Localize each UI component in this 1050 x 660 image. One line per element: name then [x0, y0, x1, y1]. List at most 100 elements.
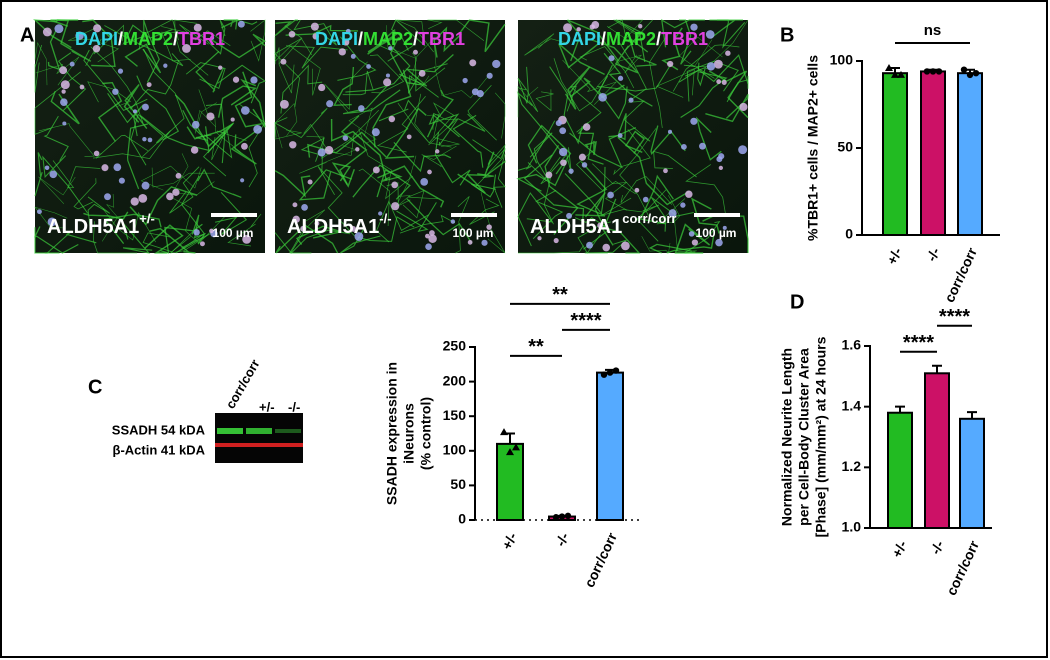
neurite	[469, 198, 500, 225]
neurite	[82, 19, 116, 68]
neurite	[639, 174, 674, 225]
nucleus	[358, 105, 365, 112]
nucleus	[79, 84, 85, 90]
neurite	[376, 169, 403, 198]
neurite	[306, 109, 380, 159]
nucleus	[280, 58, 287, 65]
nucleus	[680, 202, 686, 208]
neurite	[684, 62, 707, 87]
neurite	[656, 195, 686, 225]
error-bar	[932, 364, 942, 374]
neurite	[202, 130, 233, 177]
neurite	[194, 102, 217, 134]
nucleus	[182, 44, 191, 53]
neurite	[378, 99, 418, 122]
nucleus	[718, 165, 724, 171]
nucleus	[209, 228, 214, 234]
nucleus	[250, 76, 258, 84]
neurite	[517, 120, 556, 171]
neurite	[527, 124, 572, 175]
nucleus	[688, 231, 695, 237]
nucleus	[716, 79, 722, 85]
band-label: SSADH 54 kDA	[112, 422, 206, 437]
nucleus	[545, 171, 553, 179]
nucleus	[685, 190, 693, 198]
nucleus	[61, 89, 66, 94]
bar	[887, 411, 913, 530]
neurite	[376, 41, 417, 62]
neurite	[174, 19, 209, 76]
neurite	[519, 88, 539, 113]
neurite	[167, 194, 229, 244]
neurite	[92, 221, 137, 254]
nucleus	[253, 124, 263, 134]
y-axis-label: per Cell-Body Cluster Area	[796, 348, 812, 526]
data-point	[606, 369, 614, 376]
neurite	[331, 162, 355, 188]
neurite	[238, 103, 266, 188]
nucleus	[425, 233, 430, 239]
neurite	[708, 70, 749, 119]
nucleus	[118, 177, 125, 184]
stain-label: DAPI/MAP2/TBR1	[75, 29, 225, 49]
nucleus	[54, 24, 64, 34]
data-point	[885, 63, 893, 71]
nucleus	[667, 60, 674, 68]
nucleus	[372, 166, 380, 174]
nucleus	[350, 53, 356, 59]
neurite	[683, 64, 715, 79]
nucleus	[638, 24, 643, 29]
neurite	[406, 198, 473, 244]
nucleus	[582, 123, 591, 131]
neurite	[674, 209, 697, 252]
nucleus	[93, 150, 100, 157]
neurite	[648, 243, 692, 254]
nucleus	[568, 168, 574, 174]
neurite	[39, 123, 95, 157]
y-tick-label: 150	[443, 407, 467, 423]
neurite	[200, 19, 226, 55]
nucleus	[206, 112, 215, 121]
neurite	[34, 40, 48, 86]
nucleus	[163, 63, 168, 68]
neurite	[205, 103, 226, 164]
stain-label: DAPI/MAP2/TBR1	[558, 29, 708, 49]
y-tick-label: 1.4	[842, 397, 862, 413]
neurite	[434, 131, 471, 186]
neurite	[606, 19, 644, 40]
neurite	[300, 137, 325, 174]
neurite	[428, 112, 458, 146]
nucleus	[566, 212, 572, 219]
neurite	[333, 66, 355, 107]
neurite	[182, 110, 212, 142]
neurite	[214, 191, 248, 235]
blot-band	[246, 428, 272, 434]
neurite	[352, 164, 411, 200]
neurite	[342, 85, 401, 115]
neurite	[624, 130, 645, 154]
nucleus	[578, 153, 586, 161]
neurite	[390, 19, 426, 51]
nucleus	[628, 97, 634, 103]
nucleus	[240, 178, 245, 183]
nucleus	[427, 169, 432, 175]
nucleus	[130, 197, 139, 206]
stain-part: MAP2	[606, 29, 656, 49]
significance-label: ****	[903, 332, 934, 354]
nucleus	[166, 192, 174, 201]
neurite	[274, 123, 302, 140]
nucleus	[690, 117, 698, 125]
nucleus	[146, 82, 152, 88]
genotype-label: ALDH5A1corr/corr	[530, 211, 676, 238]
neurite	[144, 224, 184, 254]
neurite	[103, 213, 162, 244]
neurite	[532, 189, 564, 240]
neurite	[684, 221, 721, 254]
neurite	[101, 193, 118, 242]
error-bar	[895, 405, 905, 413]
y-tick-label: 50	[450, 476, 466, 492]
nucleus	[338, 48, 346, 56]
nucleus	[706, 62, 716, 71]
nucleus	[142, 136, 147, 142]
